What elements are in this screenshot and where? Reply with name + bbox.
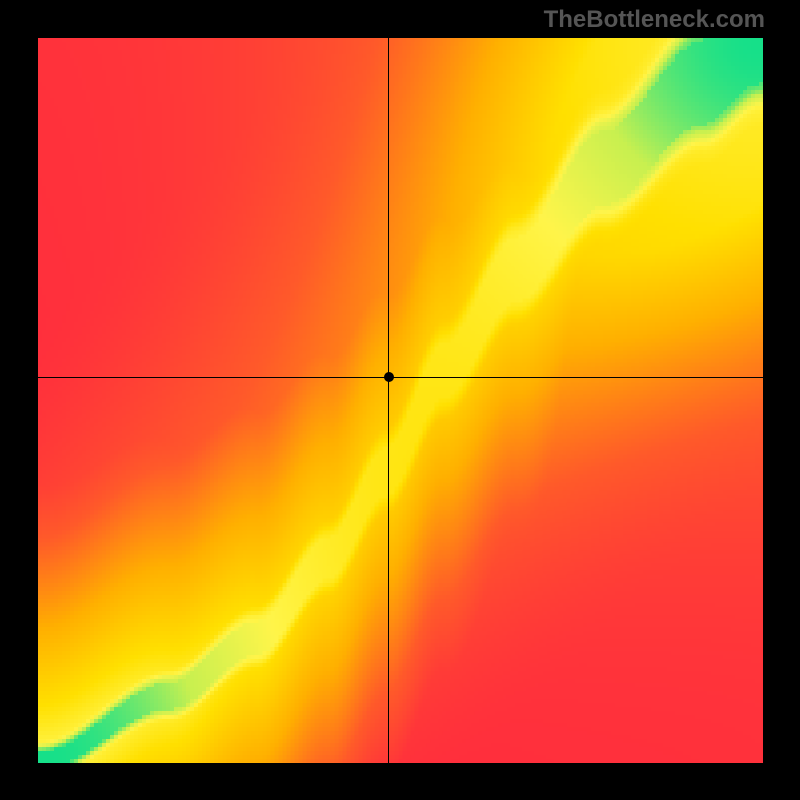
outer-frame: TheBottleneck.com xyxy=(0,0,800,800)
crosshair-vertical xyxy=(388,38,389,763)
watermark-text: TheBottleneck.com xyxy=(544,6,765,34)
heatmap-canvas xyxy=(38,38,763,763)
crosshair-horizontal xyxy=(38,377,763,378)
